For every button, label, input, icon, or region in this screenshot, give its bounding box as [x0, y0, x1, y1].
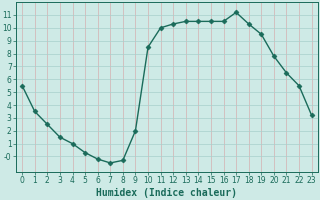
X-axis label: Humidex (Indice chaleur): Humidex (Indice chaleur) — [96, 188, 237, 198]
